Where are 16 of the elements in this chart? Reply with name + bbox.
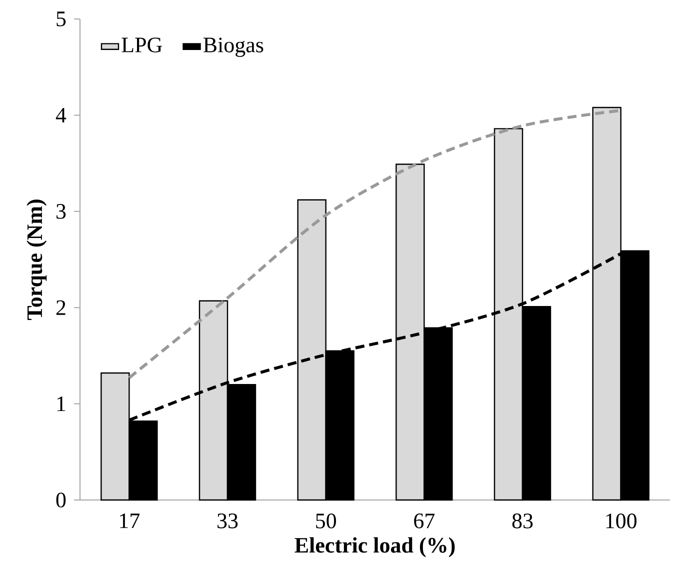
x-tick-label: 83 xyxy=(512,514,533,528)
y-tick-label: 3 xyxy=(56,204,66,219)
y-tick-label: 5 xyxy=(56,12,66,26)
x-tick-label: 33 xyxy=(218,514,238,528)
x-tick-label: 50 xyxy=(316,514,336,528)
y-tick-label: 1 xyxy=(57,396,66,412)
x-tick-label: 100 xyxy=(606,514,636,528)
legend-label: Biogas xyxy=(203,38,264,57)
y-tick-label: 4 xyxy=(56,108,66,122)
legend-label: LPG xyxy=(122,38,162,52)
y-tick-label: 0 xyxy=(56,492,66,508)
x-tick-label: 67 xyxy=(414,514,435,528)
x-tick-label: 17 xyxy=(120,514,140,528)
x-axis-title: Electric load (%) xyxy=(294,537,455,558)
y-tick-label: 2 xyxy=(56,300,66,315)
y-axis-title: Torque (Nm) xyxy=(26,200,47,320)
